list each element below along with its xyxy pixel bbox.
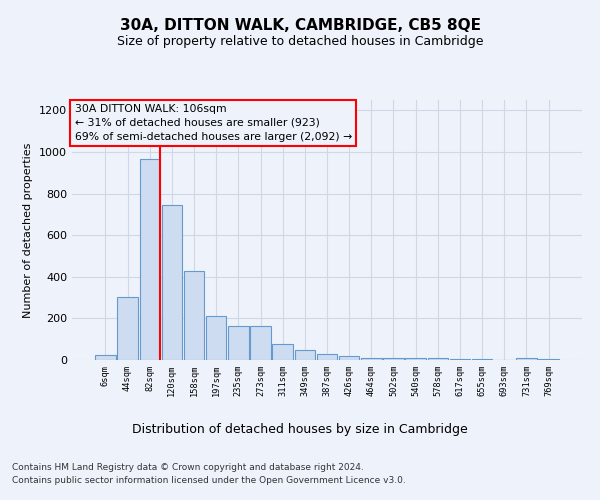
Text: Contains HM Land Registry data © Crown copyright and database right 2024.: Contains HM Land Registry data © Crown c… [12, 464, 364, 472]
Bar [361, 358, 382, 360]
Bar [140, 160, 160, 360]
Bar [206, 316, 226, 360]
Bar [516, 358, 536, 360]
Text: Contains public sector information licensed under the Open Government Licence v3: Contains public sector information licen… [12, 476, 406, 485]
Text: 30A DITTON WALK: 106sqm
← 31% of detached houses are smaller (923)
69% of semi-d: 30A DITTON WALK: 106sqm ← 31% of detache… [74, 104, 352, 142]
Bar [272, 344, 293, 360]
Bar [406, 358, 426, 360]
Bar [161, 205, 182, 360]
Bar [339, 356, 359, 360]
Bar [95, 355, 116, 360]
Y-axis label: Number of detached properties: Number of detached properties [23, 142, 34, 318]
Bar [383, 358, 404, 360]
Bar [184, 270, 204, 360]
Text: Size of property relative to detached houses in Cambridge: Size of property relative to detached ho… [117, 35, 483, 48]
Bar [317, 354, 337, 360]
Bar [118, 296, 138, 360]
Text: 30A, DITTON WALK, CAMBRIDGE, CB5 8QE: 30A, DITTON WALK, CAMBRIDGE, CB5 8QE [119, 18, 481, 32]
Bar [428, 358, 448, 360]
Text: Distribution of detached houses by size in Cambridge: Distribution of detached houses by size … [132, 422, 468, 436]
Bar [295, 350, 315, 360]
Bar [450, 359, 470, 360]
Bar [250, 326, 271, 360]
Bar [228, 326, 248, 360]
